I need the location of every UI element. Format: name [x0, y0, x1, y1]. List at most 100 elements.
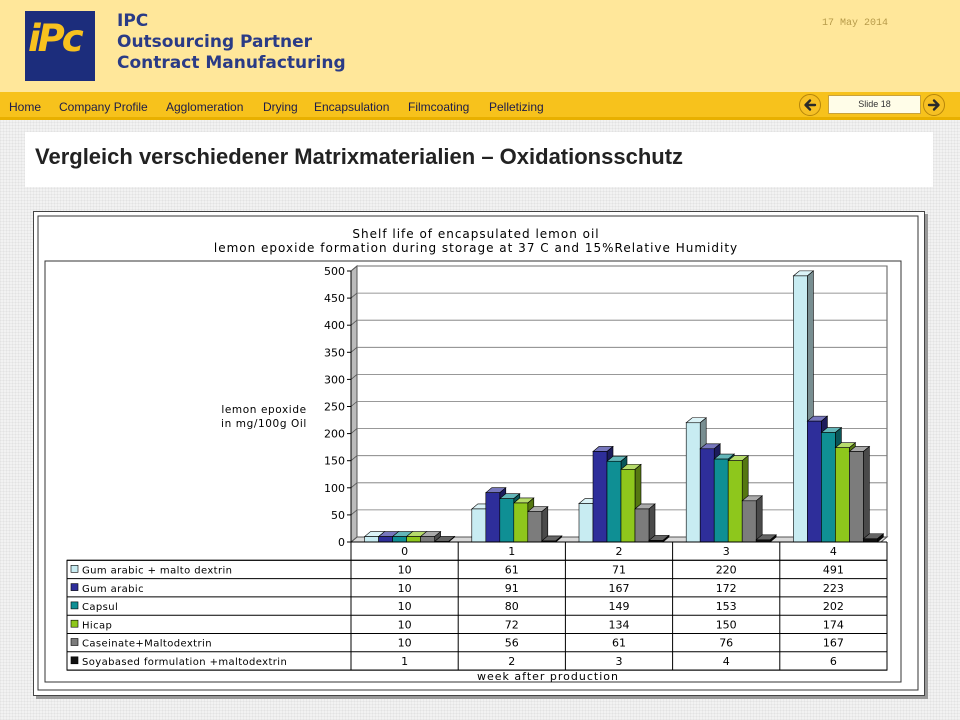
bar-front — [527, 511, 543, 543]
gridline-diag — [350, 428, 358, 434]
y-tick-label: 350 — [324, 346, 345, 359]
page-title: Vergleich verschiedener Matrixmaterialie… — [35, 144, 684, 169]
slide-number: Slide 18 — [828, 95, 921, 114]
ipc-logo: iPc — [25, 11, 95, 81]
bar-front — [685, 422, 701, 543]
nav-home[interactable]: Home — [9, 100, 42, 114]
y-tick-label: 300 — [324, 373, 345, 386]
bar-front — [592, 451, 608, 543]
bar-front — [713, 458, 729, 543]
data-label: 491 — [823, 563, 844, 576]
data-label: 10 — [398, 600, 412, 613]
legend-swatch — [70, 656, 79, 665]
y-tick-label: 100 — [324, 482, 345, 495]
bar-front — [699, 448, 715, 543]
bar — [526, 506, 549, 543]
title-panel: Vergleich verschiedener Matrixmaterialie… — [25, 132, 933, 187]
prev-slide-button[interactable] — [799, 94, 821, 116]
data-label: 71 — [612, 563, 626, 576]
arrow-right-icon — [927, 99, 940, 111]
y-axis-label-line: in mg/100g Oil — [221, 418, 307, 430]
data-label: 1 — [401, 655, 408, 668]
legend-label: Caseinate+Maltodextrin — [82, 639, 212, 650]
legend-swatch — [70, 638, 79, 646]
chart-subtitle: lemon epoxide formation during storage a… — [214, 241, 738, 255]
company-line-1: IPC — [117, 11, 149, 31]
data-label: 10 — [398, 637, 412, 650]
chart-frame: Shelf life of encapsulated lemon oil lem… — [33, 211, 925, 696]
x-tick-label: 1 — [508, 545, 515, 558]
chart-inner-border — [44, 260, 902, 683]
chart-outer-border — [37, 215, 919, 691]
bar-side — [755, 495, 763, 543]
y-tick-label: 250 — [324, 401, 345, 414]
bar — [848, 445, 871, 543]
x-axis-label: week after production — [477, 670, 619, 683]
bar-front — [634, 508, 650, 543]
data-label: 76 — [719, 637, 733, 650]
data-label: 10 — [398, 582, 412, 595]
gridline-diag — [350, 292, 358, 299]
y-tick-label: 500 — [324, 265, 345, 278]
bar-front — [406, 536, 421, 543]
legend-label: Hicap — [82, 620, 112, 631]
gridline-diag — [350, 401, 358, 407]
y-tick-label: 50 — [331, 509, 345, 522]
legend-swatch — [70, 583, 79, 591]
y-axis-label-line: lemon epoxide — [221, 404, 306, 416]
company-line-3: Contract Manufacturing — [117, 53, 346, 73]
bar — [741, 495, 764, 543]
bar-front — [378, 536, 393, 543]
nav-encapsulation[interactable]: Encapsulation — [314, 100, 390, 114]
data-label: 91 — [505, 582, 519, 595]
nav-pelletizing[interactable]: Pelletizing — [489, 100, 544, 114]
gridline-diag — [350, 374, 358, 380]
data-label: 72 — [505, 618, 519, 631]
y-tick-label: 400 — [324, 319, 345, 332]
data-label: 6 — [830, 655, 837, 668]
data-label: 10 — [398, 563, 412, 576]
bar-front — [793, 275, 808, 543]
x-tick-label: 4 — [830, 545, 837, 558]
data-label: 223 — [823, 582, 844, 595]
gridline-diag — [350, 509, 358, 516]
bar-front — [578, 503, 594, 543]
legend-swatch — [70, 564, 79, 573]
data-label: 202 — [823, 600, 844, 613]
data-label: 172 — [716, 582, 737, 595]
bar-front — [499, 498, 515, 543]
shelf-life-chart: Shelf life of encapsulated lemon oil lem… — [37, 215, 919, 691]
bar-front — [620, 469, 636, 543]
gridline-diag — [350, 346, 358, 353]
data-label: 150 — [716, 618, 737, 631]
nav-company-profile[interactable]: Company Profile — [59, 100, 148, 114]
x-tick-label: 3 — [723, 545, 730, 558]
company-line-2: Outsourcing Partner — [117, 32, 313, 52]
y-tick-label: 200 — [324, 428, 345, 441]
nav-drying[interactable]: Drying — [263, 100, 298, 114]
data-label: 174 — [823, 618, 844, 631]
y-tick-label: 0 — [338, 536, 345, 549]
bar-front — [727, 460, 743, 543]
data-label: 149 — [609, 600, 630, 613]
bar-front — [741, 500, 757, 543]
bar — [755, 534, 778, 543]
nav-filmcoating[interactable]: Filmcoating — [408, 100, 470, 114]
bar — [862, 533, 885, 543]
nav-divider — [0, 117, 960, 120]
data-label: 61 — [505, 563, 519, 576]
nav-agglomeration[interactable]: Agglomeration — [166, 100, 244, 114]
bar-front — [364, 536, 379, 543]
y-tick-label: 450 — [324, 292, 345, 305]
x-tick-label: 0 — [401, 545, 408, 558]
bar-front — [485, 492, 501, 543]
data-label: 3 — [616, 655, 623, 668]
logo-text: iPc — [28, 17, 84, 60]
next-slide-button[interactable] — [923, 94, 945, 116]
bar-front — [513, 502, 529, 543]
bar-side — [863, 445, 870, 543]
data-label: 80 — [505, 600, 519, 613]
x-tick-label: 2 — [616, 545, 623, 558]
bar-front — [471, 508, 487, 543]
legend-label: Gum arabic — [82, 584, 144, 595]
